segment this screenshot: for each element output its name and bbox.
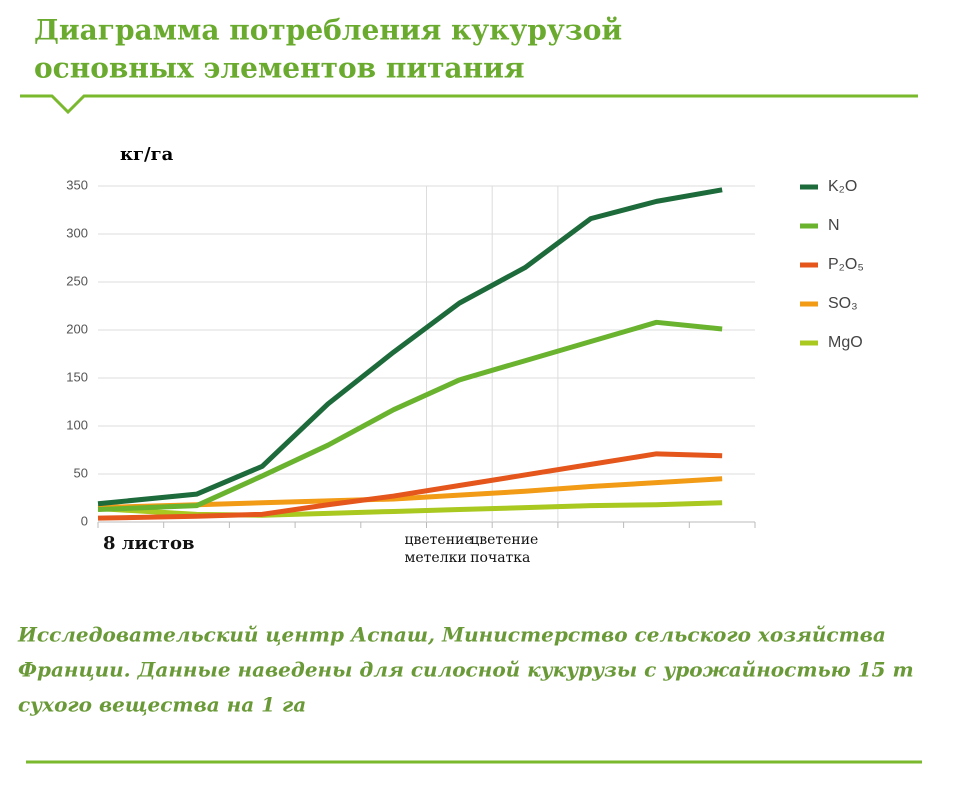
stage-label: цветение початка bbox=[470, 532, 538, 566]
y-tick-label: 150 bbox=[66, 369, 88, 384]
series-line bbox=[97, 476, 723, 511]
series-line bbox=[97, 187, 723, 507]
legend-label: P₂O₅ bbox=[828, 256, 864, 273]
chart-title: основных элементов питания bbox=[34, 52, 525, 85]
series-line bbox=[97, 319, 723, 513]
stage-label: 8 листов bbox=[103, 533, 194, 554]
series-line bbox=[97, 451, 723, 521]
y-axis-label: кг/га bbox=[120, 144, 174, 165]
legend-label: SO₃ bbox=[828, 295, 858, 312]
source-note: сухого вещества на 1 га bbox=[18, 693, 306, 717]
legend-label: K₂O bbox=[828, 178, 857, 195]
legend-label: MgO bbox=[828, 334, 863, 351]
y-tick-label: 100 bbox=[66, 417, 88, 432]
header-rule bbox=[20, 94, 918, 115]
y-tick-label: 50 bbox=[74, 465, 88, 480]
source-note: Франции. Данные наведены для силосной ку… bbox=[18, 658, 914, 682]
chart-title: Диаграмма потребления кукурузой bbox=[34, 14, 622, 47]
y-tick-label: 250 bbox=[66, 273, 88, 288]
y-tick-label: 0 bbox=[81, 513, 88, 528]
legend-label: N bbox=[828, 217, 840, 234]
y-tick-label: 200 bbox=[66, 321, 88, 336]
source-note: Исследовательский центр Аспаш, Министерс… bbox=[17, 623, 886, 647]
y-tick-label: 350 bbox=[66, 177, 88, 192]
stage-label: цветение метелки bbox=[405, 532, 473, 566]
y-tick-label: 300 bbox=[66, 225, 88, 240]
